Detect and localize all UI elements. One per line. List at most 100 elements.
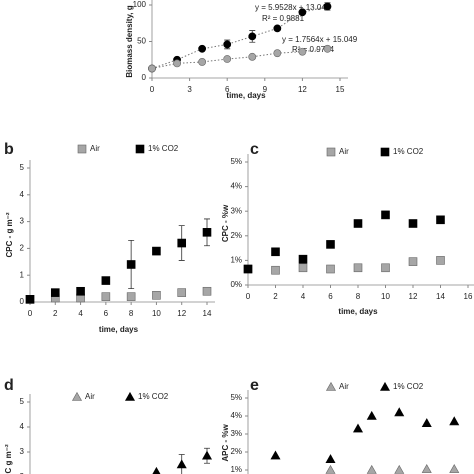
legend-label: Air bbox=[85, 392, 95, 401]
point bbox=[271, 265, 280, 275]
legend-marker bbox=[124, 391, 136, 401]
y-tick-label: 3% bbox=[230, 429, 242, 438]
point bbox=[421, 418, 432, 428]
point bbox=[325, 454, 336, 464]
point bbox=[298, 47, 307, 56]
y-tick-label: 0 bbox=[20, 297, 25, 306]
y-tick-label: 5 bbox=[20, 397, 25, 406]
y-tick-label: 2% bbox=[230, 231, 242, 240]
x-axis-label: time, days bbox=[226, 91, 266, 100]
legend-marker bbox=[326, 147, 336, 157]
point bbox=[152, 466, 161, 474]
x-tick-label: 8 bbox=[129, 309, 134, 318]
point bbox=[201, 450, 213, 460]
point bbox=[202, 228, 212, 237]
point bbox=[198, 44, 207, 53]
point bbox=[202, 286, 212, 296]
legend-marker bbox=[380, 147, 390, 157]
point bbox=[101, 292, 111, 301]
y-tick-label: 4% bbox=[230, 182, 242, 191]
panel-label: e bbox=[250, 377, 259, 394]
x-tick-label: 2 bbox=[53, 309, 58, 318]
point bbox=[248, 32, 257, 41]
point bbox=[408, 257, 418, 266]
x-tick-label: 15 bbox=[336, 85, 345, 94]
series-line bbox=[151, 48, 328, 69]
legend-marker bbox=[77, 144, 87, 154]
point bbox=[366, 464, 377, 474]
x-tick-label: 0 bbox=[150, 85, 155, 94]
point bbox=[243, 264, 253, 274]
x-tick-label: 6 bbox=[328, 292, 333, 301]
x-tick-label: 9 bbox=[263, 85, 268, 94]
annotation: R² = 0.9764 bbox=[292, 45, 335, 54]
legend-label: 1% CO2 bbox=[148, 144, 179, 153]
point bbox=[326, 240, 335, 249]
point bbox=[223, 55, 232, 63]
point bbox=[298, 254, 308, 264]
point bbox=[273, 24, 282, 33]
legend-label: Air bbox=[90, 144, 100, 153]
point bbox=[326, 264, 335, 274]
legend-label: 1% CO2 bbox=[138, 392, 169, 401]
x-tick-label: 10 bbox=[381, 292, 390, 301]
x-tick-label: 6 bbox=[225, 85, 230, 94]
x-tick-label: 10 bbox=[152, 309, 161, 318]
y-tick-label: 1% bbox=[230, 256, 242, 265]
y-tick-label: 1% bbox=[230, 465, 242, 474]
y-axis-label: APC g m⁻² bbox=[4, 444, 13, 474]
point bbox=[177, 238, 187, 248]
y-tick-label: 2 bbox=[20, 472, 25, 474]
legend-marker bbox=[71, 391, 83, 401]
point bbox=[25, 295, 35, 304]
x-tick-label: 8 bbox=[356, 292, 361, 301]
panel-label: d bbox=[4, 377, 14, 394]
y-tick-label: 3% bbox=[230, 206, 242, 215]
point bbox=[271, 247, 280, 257]
y-tick-label: 2% bbox=[230, 447, 242, 456]
y-tick-label: 4% bbox=[230, 411, 242, 420]
x-axis-label: time, days bbox=[338, 307, 378, 316]
point bbox=[126, 260, 136, 269]
point bbox=[148, 64, 156, 73]
x-tick-label: 3 bbox=[187, 85, 192, 94]
point bbox=[152, 290, 161, 300]
x-tick-label: 6 bbox=[104, 309, 109, 318]
point bbox=[436, 256, 445, 265]
x-tick-label: 4 bbox=[78, 309, 83, 318]
point bbox=[449, 463, 460, 473]
point bbox=[273, 49, 282, 58]
point bbox=[323, 44, 332, 53]
point bbox=[173, 59, 181, 68]
point bbox=[50, 288, 60, 297]
point bbox=[381, 263, 390, 273]
x-tick-label: 12 bbox=[298, 85, 307, 94]
legend-label: 1% CO2 bbox=[393, 382, 424, 391]
legend-marker bbox=[379, 381, 391, 391]
point bbox=[381, 210, 390, 220]
y-tick-label: 1 bbox=[20, 270, 25, 279]
legend-marker bbox=[325, 381, 337, 391]
y-tick-label: 50 bbox=[137, 37, 146, 46]
point bbox=[352, 423, 364, 433]
point bbox=[408, 219, 418, 228]
y-tick-label: 3 bbox=[20, 447, 25, 456]
point bbox=[394, 407, 405, 417]
point bbox=[353, 219, 363, 228]
y-tick-label: 4 bbox=[20, 422, 25, 431]
y-axis-label: CPC - %w bbox=[221, 204, 230, 242]
point bbox=[270, 450, 281, 460]
y-tick-label: 0% bbox=[230, 280, 242, 289]
point bbox=[152, 246, 161, 256]
x-axis-label: time, days bbox=[99, 325, 139, 334]
legend-label: 1% CO2 bbox=[393, 147, 424, 156]
x-tick-label: 14 bbox=[203, 309, 212, 318]
y-tick-label: 5% bbox=[230, 393, 242, 402]
annotation: y = 5.9528x + 13.047 bbox=[255, 3, 331, 12]
annotation: R² = 0.9881 bbox=[262, 14, 305, 23]
panel-label: c bbox=[250, 141, 259, 158]
point bbox=[366, 410, 377, 420]
point bbox=[101, 276, 111, 285]
point bbox=[223, 40, 232, 49]
